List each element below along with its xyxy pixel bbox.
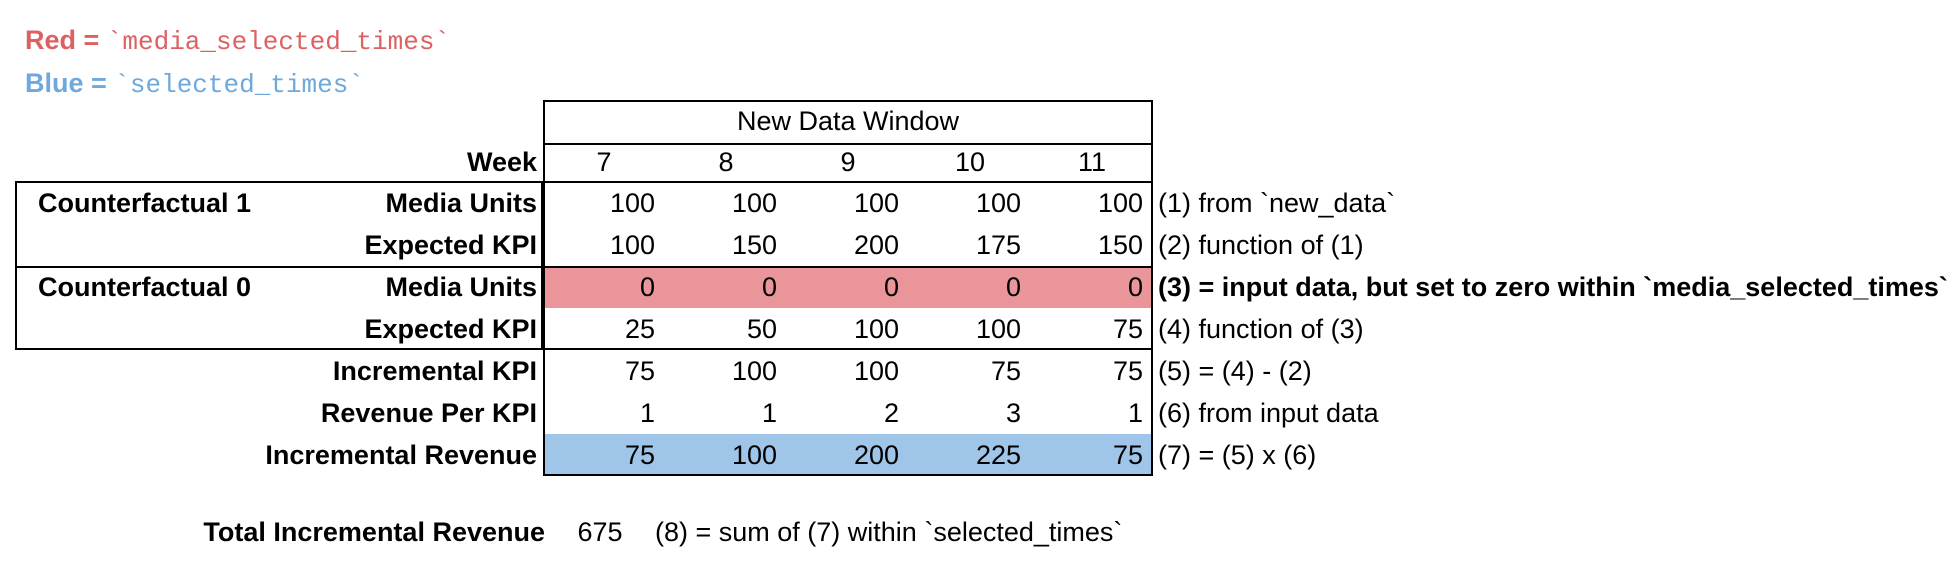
table-cell: 75 xyxy=(624,440,655,470)
table-cell: 200 xyxy=(853,230,899,260)
table-cell: 0 xyxy=(639,272,655,302)
table-cell: 0 xyxy=(1127,272,1143,302)
table-cell: 200 xyxy=(853,440,899,470)
legend-blue-value: `selected_times` xyxy=(114,70,364,100)
blue-highlight-selected-times xyxy=(545,434,1151,474)
table-cell: 75 xyxy=(624,356,655,386)
table-cell: 175 xyxy=(975,230,1021,260)
week-header: 9 xyxy=(840,147,856,177)
header-divider-line xyxy=(543,143,1153,145)
table-cell: 50 xyxy=(746,314,777,344)
row-label: Incremental KPI xyxy=(332,356,537,386)
table-cell: 225 xyxy=(975,440,1021,470)
legend-blue-line: Blue = `selected_times` xyxy=(25,65,364,101)
table-cell: 75 xyxy=(990,356,1021,386)
group-label-counterfactual-0: Counterfactual 0 xyxy=(38,272,252,302)
row-label: Revenue Per KPI xyxy=(320,398,537,428)
legend-red-value: `media_selected_times` xyxy=(106,27,451,57)
row-label: Media Units xyxy=(385,188,537,218)
week-header: 7 xyxy=(596,147,612,177)
table-cell: 3 xyxy=(1005,398,1021,428)
row-note: (6) from input data xyxy=(1158,398,1379,428)
table-cell: 100 xyxy=(1097,188,1143,218)
total-value: 675 xyxy=(577,517,623,547)
table-title: New Data Window xyxy=(736,106,960,136)
row-note: (4) function of (3) xyxy=(1158,314,1364,344)
table-cell: 150 xyxy=(1097,230,1143,260)
row-label: Expected KPI xyxy=(364,230,537,260)
table-cell: 100 xyxy=(853,356,899,386)
week-header: 10 xyxy=(954,147,986,177)
row-label: Expected KPI xyxy=(364,314,537,344)
table-cell: 2 xyxy=(883,398,899,428)
table-cell: 100 xyxy=(731,188,777,218)
row-label: Media Units xyxy=(385,272,537,302)
row-note: (7) = (5) x (6) xyxy=(1158,440,1317,470)
table-cell: 1 xyxy=(639,398,655,428)
table-cell: 100 xyxy=(853,314,899,344)
table-cell: 1 xyxy=(1127,398,1143,428)
red-highlight-media-selected-times xyxy=(545,266,1151,308)
total-label: Total Incremental Revenue xyxy=(203,517,545,547)
table-cell: 25 xyxy=(624,314,655,344)
table-cell: 75 xyxy=(1112,314,1143,344)
table-cell: 75 xyxy=(1112,356,1143,386)
table-cell: 1 xyxy=(761,398,777,428)
legend-red-label: Red = xyxy=(25,25,107,55)
row-note: (1) from `new_data` xyxy=(1158,188,1396,218)
table-cell: 100 xyxy=(731,356,777,386)
table-cell: 0 xyxy=(761,272,777,302)
legend-blue-label: Blue = xyxy=(25,68,115,98)
table-cell: 0 xyxy=(1005,272,1021,302)
table-cell: 75 xyxy=(1112,440,1143,470)
table-cell: 100 xyxy=(731,440,777,470)
week-divider-line xyxy=(543,181,1153,183)
row-label: Incremental Revenue xyxy=(265,440,537,470)
counterfactual-divider-line xyxy=(15,266,1153,268)
table-cell: 100 xyxy=(975,314,1021,344)
week-row-label: Week xyxy=(466,147,537,177)
row-note: (5) = (4) - (2) xyxy=(1158,356,1312,386)
table-cell: 100 xyxy=(609,230,655,260)
table-cell: 100 xyxy=(975,188,1021,218)
table-cell: 100 xyxy=(853,188,899,218)
table-cell: 100 xyxy=(609,188,655,218)
data-table-border xyxy=(543,100,1153,476)
total-note: (8) = sum of (7) within `selected_times` xyxy=(655,517,1123,547)
week-header: 11 xyxy=(1077,147,1107,177)
counterfactual-bottom-line xyxy=(15,348,1153,350)
week-header: 8 xyxy=(718,147,734,177)
row-note: (3) = input data, but set to zero within… xyxy=(1158,272,1948,302)
table-cell: 0 xyxy=(883,272,899,302)
group-label-counterfactual-1: Counterfactual 1 xyxy=(38,188,252,218)
table-cell: 150 xyxy=(731,230,777,260)
row-note: (2) function of (1) xyxy=(1158,230,1364,260)
legend-red-line: Red = `media_selected_times` xyxy=(25,22,450,58)
